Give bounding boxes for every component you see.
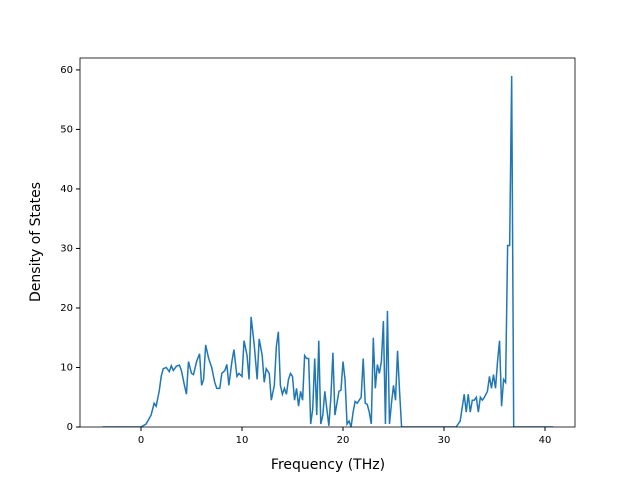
y-tick-label: 10 <box>60 362 73 373</box>
plot-frame <box>79 57 576 428</box>
y-tick-label: 0 <box>67 422 73 433</box>
y-tick-label: 40 <box>60 184 73 195</box>
y-axis-label: Density of States <box>28 182 44 302</box>
y-tick-label: 50 <box>60 124 73 135</box>
x-tick-label: 10 <box>236 435 249 446</box>
y-tick-label: 20 <box>60 303 73 314</box>
x-tick-label: 0 <box>138 435 144 446</box>
x-tick-label: 40 <box>539 435 552 446</box>
x-axis-label: Frequency (THz) <box>271 457 385 473</box>
x-tick-label: 30 <box>438 435 451 446</box>
x-tick-label: 20 <box>337 435 350 446</box>
y-tick-label: 60 <box>60 65 73 76</box>
line-series <box>102 75 554 427</box>
y-tick-label: 30 <box>60 243 73 254</box>
